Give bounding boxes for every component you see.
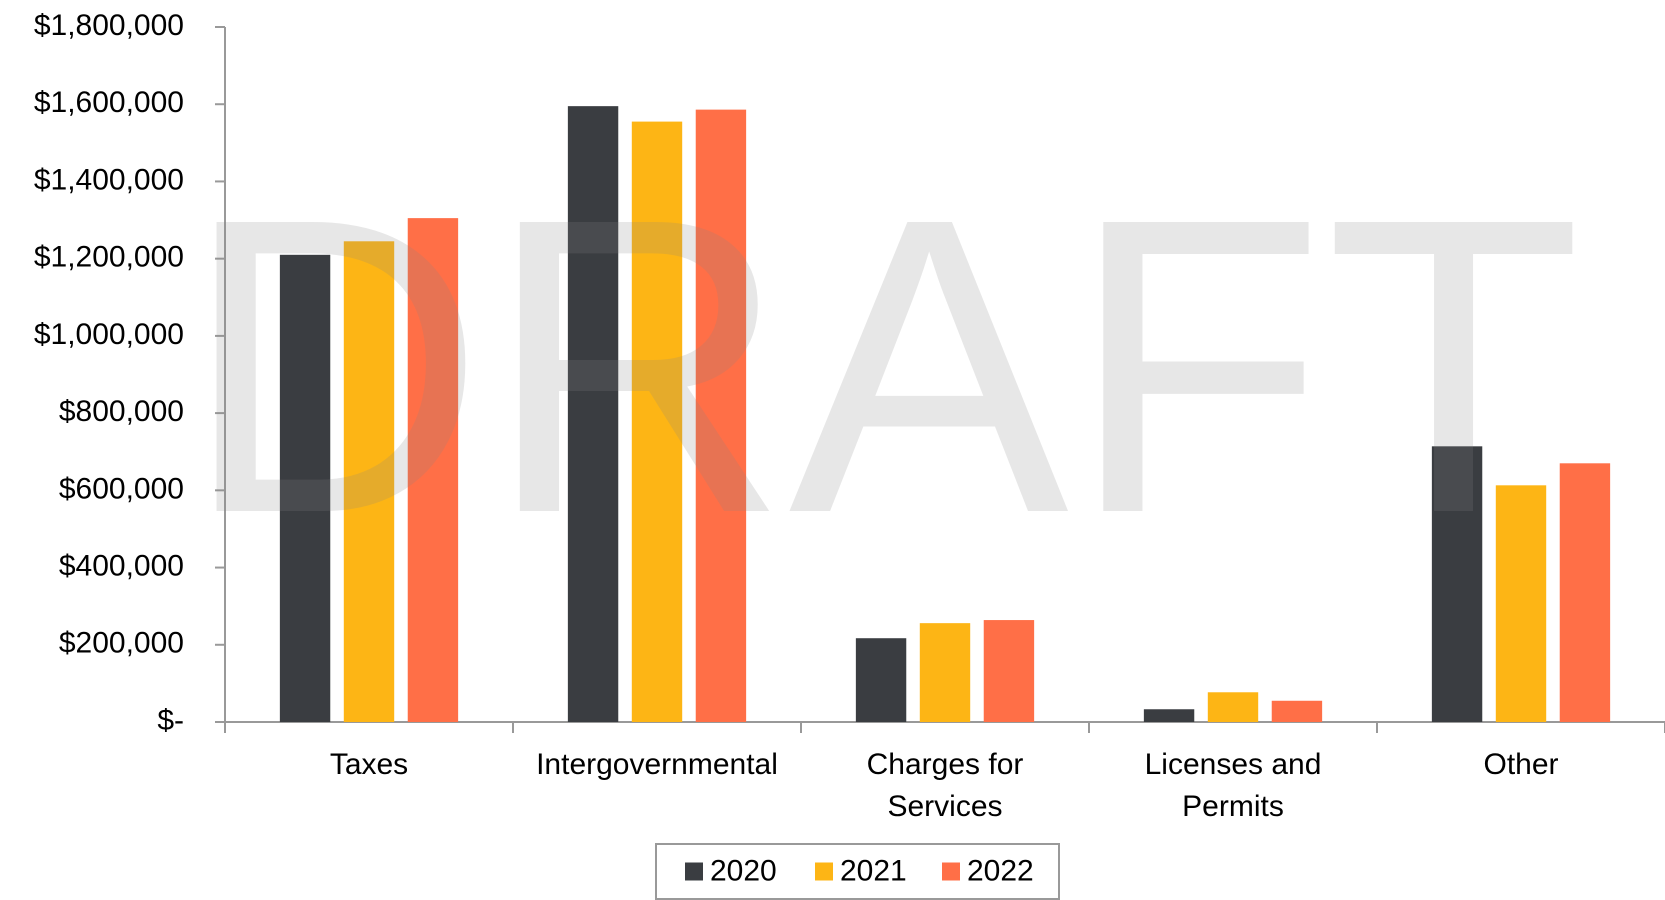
x-tick-label: Intergovernmental xyxy=(536,748,778,781)
bar xyxy=(631,121,683,722)
x-tick-label: Licenses and Permits xyxy=(1145,748,1322,823)
x-tick-label: Charges for Services xyxy=(867,748,1024,823)
bar xyxy=(1271,700,1323,722)
legend-label: 2020 xyxy=(710,854,777,887)
y-tick-label: $800,000 xyxy=(59,395,184,428)
y-tick-label: $200,000 xyxy=(59,627,184,660)
y-tick-label: $400,000 xyxy=(59,549,184,582)
x-tick-label: Taxes xyxy=(330,748,408,781)
legend-label: 2022 xyxy=(967,854,1034,887)
y-tick-label: $1,000,000 xyxy=(34,318,184,351)
legend-swatch xyxy=(685,862,703,881)
bar xyxy=(1207,692,1259,722)
y-tick-label: $1,800,000 xyxy=(34,9,184,42)
y-tick-label: $600,000 xyxy=(59,472,184,505)
bar xyxy=(1559,463,1611,722)
bar xyxy=(695,109,747,722)
y-tick-label: $1,200,000 xyxy=(34,241,184,274)
bar xyxy=(983,620,1035,722)
bar xyxy=(1431,446,1483,722)
bar xyxy=(855,638,907,722)
watermark: DRAFT xyxy=(182,132,1582,601)
y-tick-label: $- xyxy=(157,704,184,737)
bar xyxy=(343,241,395,722)
bar xyxy=(1143,709,1195,722)
y-tick-label: $1,600,000 xyxy=(34,86,184,119)
x-tick-label: Other xyxy=(1483,748,1558,781)
y-tick-label: $1,400,000 xyxy=(34,163,184,196)
bar xyxy=(919,623,971,722)
legend-box xyxy=(655,843,1060,900)
legend-swatch xyxy=(815,862,833,881)
legend-label: 2021 xyxy=(840,854,907,887)
legend-swatch xyxy=(942,862,960,881)
bar xyxy=(1495,485,1547,722)
bar xyxy=(279,254,331,723)
bar xyxy=(567,106,619,723)
bar xyxy=(407,218,459,722)
